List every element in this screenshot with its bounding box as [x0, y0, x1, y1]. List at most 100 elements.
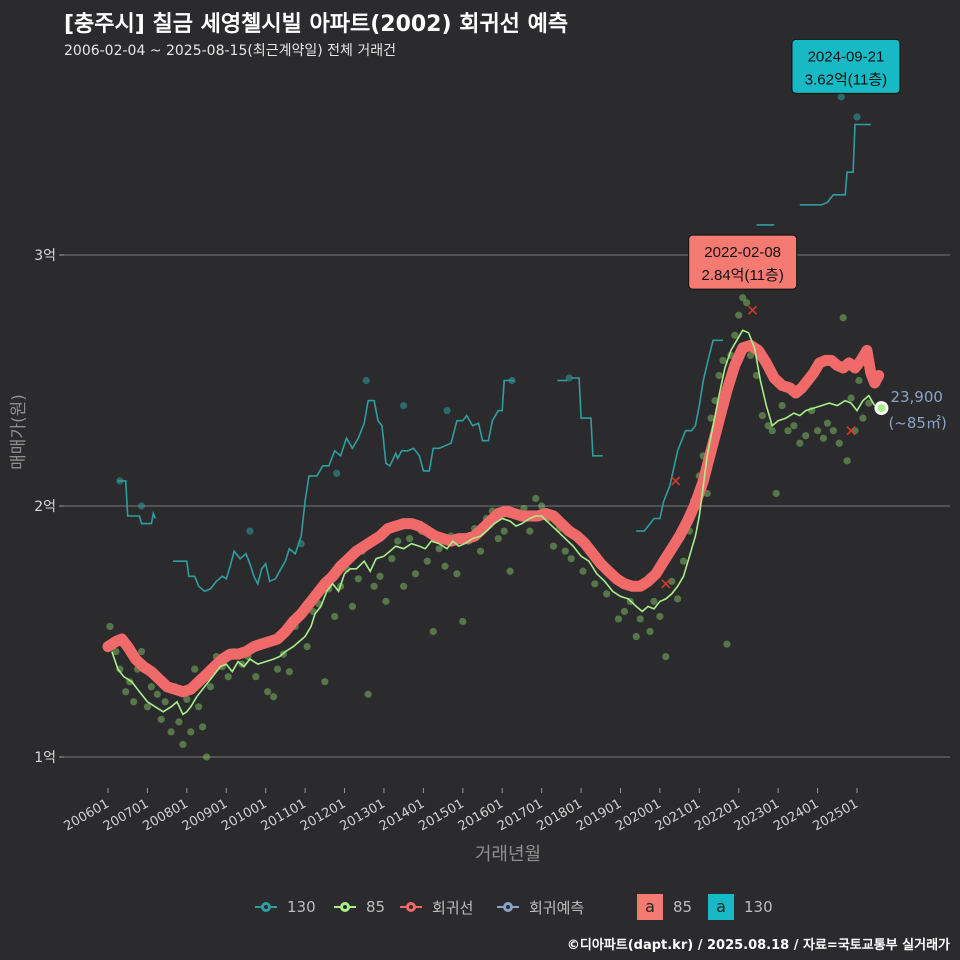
scatter-point-85 [394, 537, 402, 545]
scatter-point-85 [199, 723, 207, 731]
forecast-area-label: (~85㎡) [888, 414, 946, 432]
scatter-point-85 [679, 557, 688, 565]
legend-item-130: 130 [255, 893, 316, 921]
scatter-point-85 [591, 580, 599, 588]
x-axis-label: 거래년월 [475, 844, 541, 865]
scatter-point-85 [656, 612, 664, 621]
annotation-box [688, 234, 798, 290]
scatter-point-85 [112, 647, 120, 656]
scatter-point-85 [273, 665, 282, 673]
scatter-point-85 [847, 394, 855, 402]
scatter-point-85 [758, 412, 766, 420]
scatter-point-85 [823, 419, 832, 427]
scatter-point-130 [853, 113, 861, 121]
scatter-point-85 [859, 414, 867, 422]
cancel-mark [671, 476, 681, 486]
cancel-mark [747, 305, 758, 315]
scatter-point-85 [719, 356, 727, 365]
scatter-point-85 [423, 557, 431, 565]
scatter-point-85 [813, 427, 822, 435]
legend-box-85: a 85 [637, 893, 692, 921]
scatter-point-85 [191, 665, 199, 673]
scatter-point-85 [632, 632, 640, 641]
scatter-point-85 [662, 653, 670, 661]
scatter-point-85 [855, 376, 863, 385]
footer-credit: ©디아파트(dapt.kr) / 2025.08.18 / 자료=국토교통부 실… [566, 938, 950, 953]
red-line-point-icon [400, 902, 422, 912]
legend-item-85: 85 [334, 893, 385, 921]
scatter-point-85 [646, 627, 654, 636]
scatter-point-85 [429, 627, 437, 636]
scatter-point-85 [122, 688, 130, 696]
scatter-point-85 [411, 570, 420, 578]
x-tick-label: 202501 [811, 796, 861, 834]
scatter-point-85 [784, 427, 792, 435]
scatter-point-85 [476, 547, 485, 555]
scatter-point-85 [703, 489, 711, 498]
scatter-point-85 [839, 314, 847, 322]
y-tick-label: 3억 [34, 248, 56, 264]
scatter-point-85 [179, 740, 187, 749]
scatter-point-85 [195, 703, 203, 711]
scatter-point-85 [843, 457, 851, 465]
scatter-point-85 [376, 572, 384, 580]
y-tick-label: 2억 [34, 499, 56, 515]
scatter-point-85 [157, 715, 165, 723]
annotation-date: 2024-09-21 [808, 48, 885, 65]
price-chart: 1억 2억 3억 200601200701200801200901201001201… [9, 38, 950, 865]
scatter-point-85 [579, 567, 587, 575]
legend-item-forecast: 회귀예측 [497, 893, 584, 921]
annotation-date: 2022-02-08 [704, 244, 781, 261]
scatter-point-85 [285, 668, 293, 676]
x-axis-ticks: 2006012007012008012009012010012011012012… [62, 788, 861, 834]
scatter-point-85 [252, 673, 260, 681]
scatter-point-130 [333, 469, 341, 477]
scatter-point-85 [865, 399, 873, 407]
scatter-point-85 [202, 753, 211, 761]
legend-label: 130 [287, 898, 316, 916]
annotation-box [791, 38, 901, 94]
series-line-130 [117, 480, 157, 525]
scatter-point-85 [130, 698, 138, 706]
scatter-point-85 [224, 673, 232, 681]
legend-item-regression: 회귀선 [400, 893, 473, 921]
scatter-point-85 [348, 602, 357, 611]
annotation-value: 3.62억(11층) [805, 71, 887, 88]
y-axis-ticks: 1억 2억 3억 [34, 248, 64, 766]
scatter-point-130 [565, 374, 573, 382]
legend-box-130: a 130 [708, 893, 773, 921]
scatter-point-85 [175, 718, 183, 726]
scatter-point-85 [707, 414, 715, 422]
y-axis-label: 매매가(원) [9, 394, 29, 470]
scatter-point-85 [370, 582, 378, 590]
legend-box-glyph: a [708, 894, 734, 920]
scatter-point-130 [362, 376, 370, 385]
scatter-point-85 [364, 690, 372, 698]
scatter-point-85 [206, 683, 215, 691]
scatter-point-85 [731, 331, 739, 339]
scatter-point-85 [796, 439, 804, 447]
scatter-point-85 [802, 432, 810, 440]
scatter-point-85 [137, 647, 146, 656]
scatter-point-85 [526, 527, 534, 535]
scatter-point-85 [739, 294, 747, 302]
legend-label: 회귀선 [432, 898, 474, 917]
green-line-point-icon [334, 902, 356, 912]
scatter-point-85 [500, 527, 508, 535]
scatter-point-85 [269, 693, 278, 701]
scatter-point-85 [674, 595, 682, 603]
scatter-point-85 [650, 597, 658, 605]
scatter-point-130 [443, 407, 451, 415]
scatter-point-85 [167, 728, 175, 736]
series-line-130 [636, 339, 723, 532]
scatter-point-85 [835, 439, 843, 447]
scatter-point-85 [161, 698, 169, 706]
scatter-point-85 [819, 434, 828, 442]
scatter-point-85 [264, 688, 272, 696]
scatter-point-85 [187, 728, 195, 736]
scatter-point-85 [636, 615, 644, 623]
scatter-point-85 [303, 642, 311, 651]
scatter-point-85 [435, 545, 443, 553]
scatter-point-85 [321, 678, 329, 686]
scatter-point-85 [153, 690, 161, 698]
